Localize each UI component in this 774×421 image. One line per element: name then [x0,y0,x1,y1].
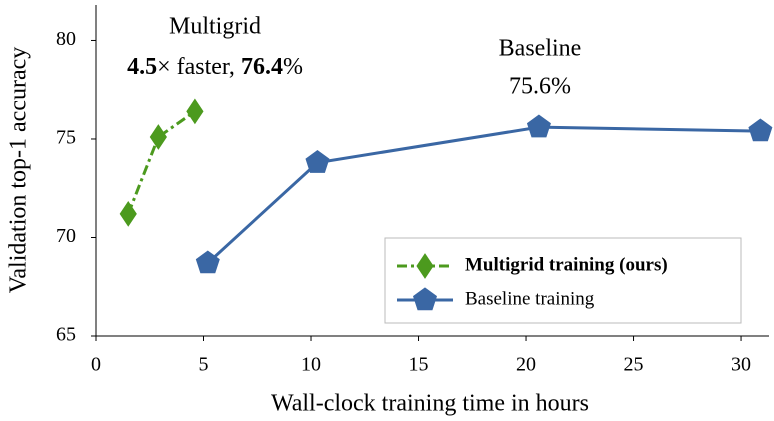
diamond-marker [416,253,434,279]
y-tick-label: 75 [56,127,76,149]
x-axis-label: Wall-clock training time in hours [271,391,589,417]
pentagon-marker [305,150,330,173]
annotation-part: 76.4 [241,54,283,80]
x-tick-label: 20 [516,354,536,376]
annotation: 4.5× faster, 76.4% [127,54,303,80]
annotation: Multigrid [169,14,261,40]
y-tick-label: 70 [56,225,76,247]
legend-box [384,237,742,324]
x-tick-label: 10 [301,354,321,376]
y-tick-label: 80 [56,28,76,50]
pentagon-marker [526,114,551,138]
x-tick-label: 25 [624,354,644,376]
legend-label: Multigrid training (ours) [465,254,668,275]
x-tick-label: 5 [199,354,209,376]
annotation: Baseline [499,36,582,62]
legend-label: Baseline training [465,288,595,309]
x-tick-label: 0 [91,354,101,376]
pentagon-marker [412,287,438,311]
annotation-part: × faster, [157,54,241,80]
series-line [126,110,196,215]
x-tick-label: 15 [409,354,429,376]
annotation-part: % [283,54,303,80]
series-line [206,125,761,265]
y-axis-label: Validation top-1 accuracy [6,47,32,294]
pentagon-marker [195,250,220,274]
pentagon-marker [748,118,773,142]
diamond-marker [186,98,204,125]
y-tick-label: 65 [56,324,76,346]
annotation: 75.6% [509,74,571,100]
diamond-marker [149,124,167,150]
diamond-marker [119,200,137,227]
annotation-part: 4.5 [127,54,157,80]
x-tick-label: 30 [731,354,751,376]
